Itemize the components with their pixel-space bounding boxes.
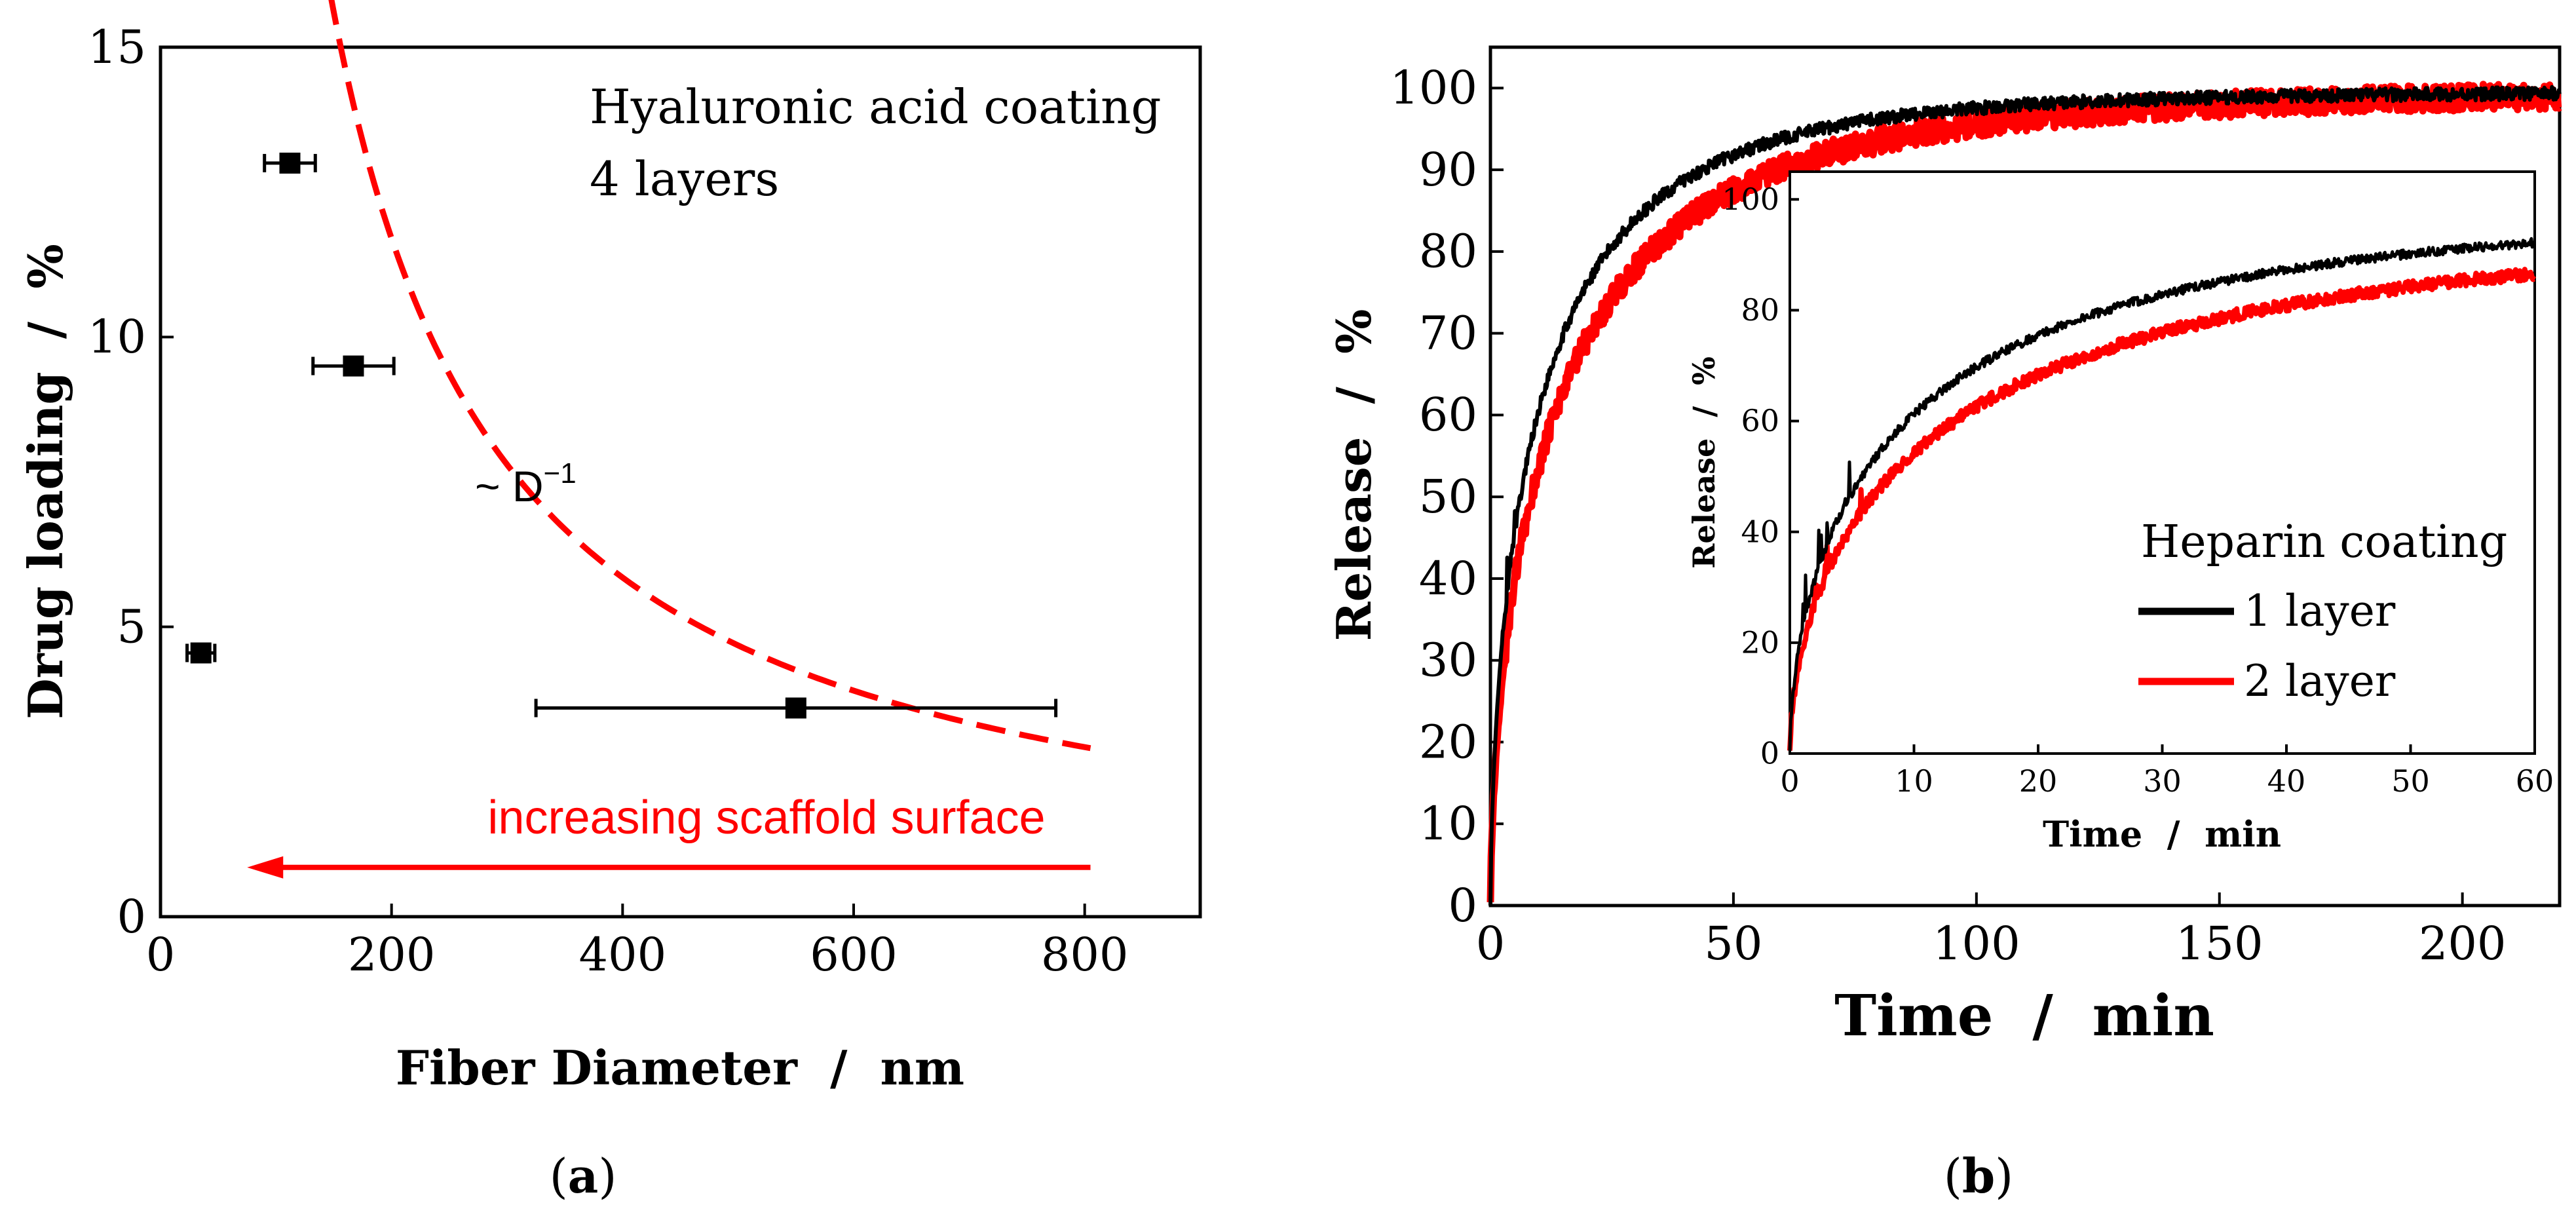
panel-b-y-tick-label: 100 bbox=[1390, 61, 1477, 115]
panel-a-y-axis-label: Drug loading / % bbox=[18, 244, 73, 719]
panel-b-inset-y-tick-label: 60 bbox=[1741, 403, 1779, 438]
panel-b-inset-background bbox=[1790, 172, 2535, 754]
panel-b-x-tick-label: 50 bbox=[1704, 917, 1762, 970]
panel-b-y-tick-label: 60 bbox=[1419, 388, 1477, 442]
panel-a-y-tick-label: 5 bbox=[117, 600, 146, 653]
panel-a-x-ticks: 0 200 400 600 800 bbox=[146, 904, 1129, 982]
panel-b-x-tick-label: 150 bbox=[2176, 917, 2263, 970]
panel-a-x-tick-label: 0 bbox=[146, 928, 176, 982]
panel-b-inset-y-tick-label: 20 bbox=[1741, 624, 1779, 660]
panel-b-y-tick-label: 70 bbox=[1419, 306, 1477, 360]
panel-a-data-point bbox=[190, 642, 212, 664]
panel-a-x-tick-label: 200 bbox=[348, 928, 436, 982]
panel-b-inset-series-2-layer bbox=[1787, 267, 2537, 751]
panel-b-series-2-layer bbox=[1487, 81, 2563, 903]
panel-a-arrowhead bbox=[247, 856, 284, 879]
panel-b-x-axis-label: Time / min bbox=[1834, 983, 2214, 1049]
panel-a-data-point bbox=[343, 355, 364, 377]
panel-b-y-tick-label: 50 bbox=[1419, 470, 1477, 524]
panel-a-frame bbox=[159, 45, 1202, 919]
panel-a-fit-curve bbox=[328, 0, 1091, 752]
panel-b-x-tick-label: 0 bbox=[1476, 917, 1506, 970]
panel-b-x-tick-label: 200 bbox=[2419, 917, 2507, 970]
panel-b-y-tick-label: 40 bbox=[1419, 552, 1477, 605]
panel-b-legend-label-2: 2 layer bbox=[2244, 656, 2396, 706]
panel-b-y-tick-label: 30 bbox=[1419, 634, 1477, 687]
panel-b-x-tick-label: 100 bbox=[1933, 917, 2020, 970]
panel-b-inset-x-tick-label: 10 bbox=[1895, 763, 1933, 799]
panel-b-inset-x-tick-label: 0 bbox=[1780, 763, 1799, 799]
panel-a-data-point bbox=[279, 152, 301, 174]
panel-a-fit-label: ~ D−1 bbox=[475, 457, 577, 510]
panel-b-y-tick-label: 80 bbox=[1419, 225, 1477, 278]
panel-b-inset-x-tick-label: 20 bbox=[2019, 763, 2058, 799]
panel-a-data-point bbox=[785, 697, 806, 719]
panel-b-caption: (b) bbox=[1944, 1148, 2014, 1204]
panel-a-x-tick-label: 600 bbox=[810, 928, 898, 982]
panel-a-y-tick-label: 0 bbox=[117, 890, 146, 944]
panel-b-y-tick-label: 10 bbox=[1419, 797, 1477, 851]
panel-a: 0 200 400 600 800 0 5 10 15 Hyaluronic acid coa… bbox=[18, 0, 1202, 1204]
panel-b-y-tick-label: 0 bbox=[1448, 879, 1477, 932]
panel-b-inset-x-tick-label: 60 bbox=[2516, 763, 2554, 799]
panel-b-legend-title: Heparin coating bbox=[2141, 516, 2507, 568]
panel-b-inset-y-tick-label: 80 bbox=[1741, 292, 1779, 328]
panel-b-x-ticks: 0 50 100 150 200 bbox=[1476, 892, 2507, 970]
panel-b-inset-series-1-layer bbox=[1788, 237, 2536, 751]
panel-b-y-tick-label: 20 bbox=[1419, 715, 1477, 769]
panel-a-x-axis-label: Fiber Diameter / nm bbox=[396, 1040, 964, 1096]
panel-a-fit-label-base: ~ D bbox=[475, 462, 544, 510]
panel-a-y-tick-label: 10 bbox=[88, 310, 146, 364]
panel-a-data-points bbox=[185, 152, 1058, 719]
panel-a-title-line1: Hyaluronic acid coating bbox=[590, 79, 1161, 134]
panel-a-caption: (a) bbox=[550, 1148, 617, 1204]
panel-a-x-tick-label: 800 bbox=[1041, 928, 1129, 982]
panel-a-title-line2: 4 layers bbox=[590, 151, 779, 206]
panel-b-inset-y-tick-label: 100 bbox=[1722, 182, 1779, 217]
panel-a-fit-label-sup: −1 bbox=[544, 457, 577, 489]
panel-b-inset-x-tick-label: 50 bbox=[2391, 763, 2430, 799]
panel-b-inset-y-tick-label: 0 bbox=[1760, 736, 1779, 771]
panel-b-y-tick-label: 90 bbox=[1419, 143, 1477, 197]
panel-b-legend-label-1: 1 layer bbox=[2244, 586, 2396, 636]
panel-b-inset-x-axis-label: Time / min bbox=[2043, 813, 2281, 855]
panel-b-y-ticks: 0 10 20 30 40 50 60 70 80 90 100 bbox=[1390, 61, 1504, 932]
panel-b-inset: 0 10 20 30 40 50 60 0 20 40 60 80 100 Time / min Re… bbox=[1686, 170, 2554, 855]
panel-b-inset-x-tick-label: 40 bbox=[2267, 763, 2306, 799]
panel-b-inset-y-axis-label: Release / % bbox=[1686, 356, 1722, 569]
panel-a-y-ticks: 0 5 10 15 bbox=[88, 20, 174, 944]
panel-b-inset-y-ticks: 0 20 40 60 80 100 bbox=[1722, 182, 1799, 771]
panel-b-y-axis-label: Release / % bbox=[1326, 309, 1382, 641]
panel-b-inset-y-tick-label: 40 bbox=[1741, 514, 1779, 549]
panel-b-inset-x-ticks: 0 10 20 30 40 50 60 bbox=[1780, 744, 2554, 799]
panel-a-x-tick-label: 400 bbox=[579, 928, 667, 982]
panel-a-y-tick-label: 15 bbox=[88, 20, 146, 74]
panel-b-series-1-layer bbox=[1488, 85, 2562, 906]
panel-a-arrow-label: increasing scaffold surface bbox=[487, 792, 1045, 844]
panel-b-inset-x-tick-label: 30 bbox=[2143, 763, 2182, 799]
panel-a-caption-letter: a bbox=[568, 1148, 599, 1204]
panel-b-caption-letter: b bbox=[1962, 1148, 1995, 1204]
panel-b-frame bbox=[1488, 45, 2562, 908]
